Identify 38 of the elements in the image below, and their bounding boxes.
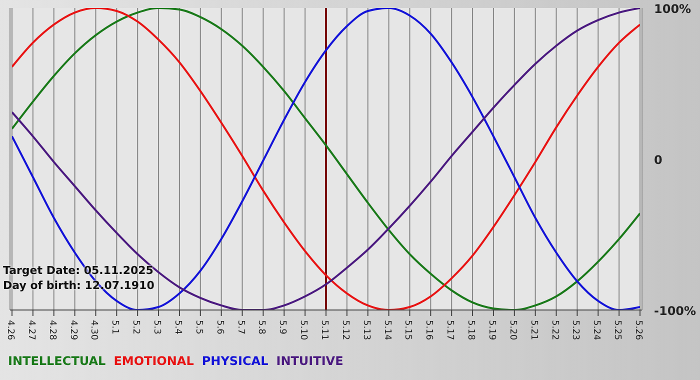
x-tick-label: 5.11 bbox=[319, 320, 329, 340]
x-tick-label: 5.1 bbox=[110, 320, 120, 334]
x-tick-label: 5.3 bbox=[152, 320, 162, 334]
x-tick-label: 5.23 bbox=[570, 320, 580, 340]
x-tick-label: 5.25 bbox=[612, 320, 622, 340]
x-tick-label: 5.8 bbox=[256, 320, 266, 335]
x-tick-label: 5.15 bbox=[402, 320, 413, 340]
x-tick-label: 5.7 bbox=[235, 320, 246, 334]
x-tick-label: 5.4 bbox=[172, 320, 182, 335]
x-tick-label: 5.10 bbox=[298, 320, 308, 340]
x-tick-label: 5.5 bbox=[193, 320, 204, 334]
x-tick-label: 4.30 bbox=[88, 320, 99, 340]
y-tick-label: 100% bbox=[654, 2, 692, 16]
x-tick-label: 5.21 bbox=[528, 320, 538, 340]
y-tick-label: -100% bbox=[654, 304, 696, 318]
text: EMOTIONAL bbox=[114, 354, 194, 368]
x-tick-label: 5.13 bbox=[360, 320, 371, 340]
x-tick-label: 5.14 bbox=[382, 320, 392, 340]
x-tick-label: 5.17 bbox=[444, 320, 455, 340]
text: PHYSICAL bbox=[202, 354, 268, 368]
x-tick-label: 5.16 bbox=[424, 320, 434, 340]
text: INTELLECTUAL bbox=[8, 354, 106, 368]
x-tick-label: 4.29 bbox=[68, 320, 78, 340]
x-tick-label: 4.27 bbox=[26, 320, 36, 340]
x-tick-label: 5.24 bbox=[591, 320, 602, 340]
x-tick-label: 5.12 bbox=[340, 320, 350, 340]
x-tick-label: 5.6 bbox=[214, 320, 224, 335]
y-tick-label: 0 bbox=[654, 153, 662, 167]
x-tick-label: 5.26 bbox=[633, 320, 643, 340]
text: INTUITIVE bbox=[276, 354, 344, 368]
x-tick-label: 5.22 bbox=[549, 320, 560, 340]
x-tick-label: 5.18 bbox=[466, 320, 476, 340]
x-tick-label: 5.19 bbox=[486, 320, 496, 340]
x-tick-label: 5.9 bbox=[277, 320, 288, 335]
x-tick-label: 5.2 bbox=[130, 320, 141, 334]
x-tick-label: 4.28 bbox=[46, 320, 57, 340]
x-tick-label: 5.20 bbox=[507, 320, 518, 340]
x-tick-label: 4.26 bbox=[5, 320, 15, 340]
